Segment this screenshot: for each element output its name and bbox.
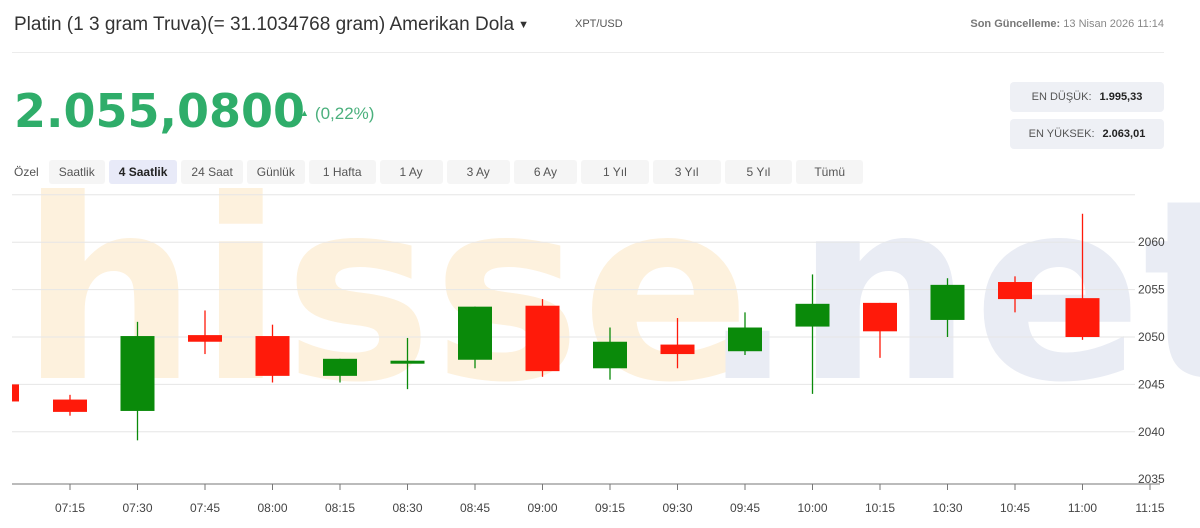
x-axis-label: 08:45: [460, 501, 490, 515]
tab-6-ay[interactable]: 6 Ay: [513, 160, 577, 184]
header-divider: [12, 52, 1164, 53]
triangle-up-icon: ▲: [300, 108, 309, 118]
x-axis-label: 08:00: [257, 501, 287, 515]
tab-1-ay[interactable]: 1 Ay: [379, 160, 443, 184]
tab-1-hafta[interactable]: 1 Hafta: [308, 160, 376, 184]
candle-body: [863, 302, 897, 332]
high-value: 2.063,01: [1102, 128, 1146, 140]
low-stat: EN DÜŞÜK: 1.995,33: [1010, 82, 1164, 112]
candle-body: [660, 344, 695, 355]
y-axis-label: 2040: [1138, 425, 1165, 439]
candle-body: [255, 336, 290, 376]
y-axis-label: 2060: [1138, 235, 1165, 249]
y-axis-label: 2035: [1138, 472, 1165, 486]
candle-body: [930, 284, 965, 320]
change-percent: (0,22%): [314, 104, 375, 123]
last-updated: Son Güncelleme: 13 Nisan 2026 11:14: [970, 18, 1164, 30]
last-updated-value: 13 Nisan 2026 11:14: [1063, 18, 1164, 30]
high-label: EN YÜKSEK:: [1028, 128, 1095, 140]
x-axis-label: 09:15: [595, 501, 625, 515]
tab-saatlik[interactable]: Saatlik: [48, 160, 105, 184]
y-axis-label: 2055: [1138, 283, 1165, 297]
candle-body: [998, 282, 1032, 300]
tab-3-ay[interactable]: 3 Ay: [446, 160, 510, 184]
candle-body: [120, 336, 155, 411]
instrument-title[interactable]: Platin (1 3 gram Truva)(= 31.1034768 gra…: [14, 14, 529, 36]
candle-body: [525, 305, 560, 372]
candle-body: [323, 358, 357, 376]
x-axis-label: 10:00: [797, 501, 827, 515]
candle-body: [12, 384, 19, 402]
tab-5-yil[interactable]: 5 Yıl: [724, 160, 793, 184]
low-label: EN DÜŞÜK:: [1031, 91, 1092, 103]
x-axis-label: 11:00: [1068, 501, 1097, 515]
low-value: 1.995,33: [1099, 91, 1143, 103]
x-axis-label: 10:45: [1000, 501, 1030, 515]
tab-1-yil[interactable]: 1 Yıl: [580, 160, 649, 184]
last-updated-label: Son Güncelleme:: [970, 18, 1061, 30]
period-tabs: Özel Saatlik 4 Saatlik 24 Saat Günlük 1 …: [8, 160, 864, 184]
candle-body: [795, 303, 830, 327]
caret-down-icon[interactable]: ▼: [518, 19, 529, 31]
header: Platin (1 3 gram Truva)(= 31.1034768 gra…: [0, 0, 1200, 52]
x-axis-label: 07:45: [190, 501, 220, 515]
candle-body: [188, 335, 222, 342]
price-change: ▲ (0,22%): [300, 104, 374, 124]
tab-tumu[interactable]: Tümü: [796, 160, 864, 184]
candlestick-chart[interactable]: hisse .net 20352040204520502055206007:15…: [0, 188, 1200, 528]
y-axis-label: 2045: [1138, 377, 1165, 391]
instrument-name: Platin (1 3 gram Truva)(= 31.1034768 gra…: [14, 14, 515, 35]
candle-body: [1065, 298, 1100, 337]
current-price: 2.055,0800: [14, 84, 306, 138]
tab-gunluk[interactable]: Günlük: [246, 160, 305, 184]
candle-body: [53, 399, 87, 412]
tab-3-yil[interactable]: 3 Yıl: [652, 160, 721, 184]
candle-body: [728, 327, 762, 352]
high-stat: EN YÜKSEK: 2.063,01: [1010, 119, 1164, 149]
candle-body: [458, 306, 492, 360]
x-axis-label: 07:15: [55, 501, 85, 515]
x-axis-label: 09:30: [662, 501, 692, 515]
symbol-label: XPT/USD: [575, 18, 623, 30]
chart-plot: 2035 2040 2045 2050 2055 2060 07:15 07:30 07:45 0…: [12, 194, 1165, 515]
x-axis-label: 10:30: [932, 501, 962, 515]
x-axis-label: 09:00: [527, 501, 557, 515]
tab-4-saatlik[interactable]: 4 Saatlik: [108, 160, 178, 184]
x-axis-label: 09:45: [730, 501, 760, 515]
x-axis-label: 11:15: [1135, 501, 1164, 515]
x-axis-label: 08:15: [325, 501, 355, 515]
tab-24-saat[interactable]: 24 Saat: [181, 160, 243, 184]
x-axis-label: 10:15: [865, 501, 895, 515]
candle-body: [390, 360, 425, 364]
candle-body: [593, 341, 627, 369]
tab-ozel[interactable]: Özel: [14, 165, 39, 179]
y-axis-label: 2050: [1138, 330, 1165, 344]
x-axis-label: 07:30: [122, 501, 152, 515]
x-axis-label: 08:30: [392, 501, 422, 515]
